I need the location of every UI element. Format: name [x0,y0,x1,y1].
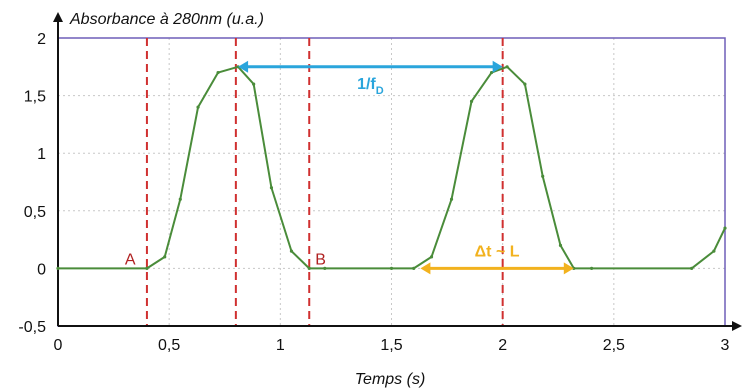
series-point [558,243,563,247]
series-point [523,82,527,86]
y-tick-label: 2 [37,31,46,48]
annotation-label: 1/fD [357,76,384,97]
x-tick-label: 2 [498,337,507,354]
x-tick-label: 3 [721,337,730,354]
y-tick-label: 0 [37,261,46,278]
series-point [429,255,434,259]
series-point [389,266,394,270]
series-point [323,266,327,270]
series-point [307,266,311,270]
series-point [489,70,494,75]
series-point [252,82,256,86]
x-tick-label: 0,5 [158,337,180,354]
x-tick-label: 2,5 [603,337,625,354]
series-point [145,266,149,270]
series-layer [56,65,727,270]
series-point [690,266,694,270]
tick-labels: 0 0,5 1 1,5 2 2,5 3 -0,5 0 0,5 1 1,5 2 [18,31,729,354]
series-point [449,197,454,201]
x-tick-label: 0 [54,337,63,354]
series-point [163,255,167,259]
annotation-label: Δt ~ L [475,243,520,260]
series-point [196,105,200,109]
y-tick-label: 0,5 [24,204,46,221]
series-point [412,266,416,270]
x-tick-label: 1 [276,337,285,354]
series-point [56,266,60,270]
y-tick-label: 1 [37,146,46,163]
series-point [216,70,220,75]
series-point [469,99,474,103]
series-point [541,174,545,178]
series-point [590,266,594,270]
series-point [269,186,274,190]
marker-label: B [315,251,326,268]
series-point [712,249,716,253]
annotation-arrowhead-left [238,60,249,73]
series-point [505,65,509,69]
series-point [723,226,727,230]
y-tick-label: 1,5 [24,89,46,106]
y-axis-title: Absorbance à 280nm (u.a.) [69,11,264,28]
grid [58,38,725,326]
reference-lines [145,38,504,326]
series-point [289,249,294,253]
annotation-arrowhead-right [563,262,574,275]
series-point [178,197,182,201]
annotation-arrowhead-right [492,60,503,73]
plot-frame [57,37,726,327]
annotations: A B 1/fD Δt ~ L [125,60,574,275]
x-tick-label: 1,5 [380,337,402,354]
marker-label: A [125,251,136,268]
annotation-arrowhead-left [420,262,431,275]
x-axis-title: Temps (s) [355,371,426,388]
y-tick-label: -0,5 [18,319,46,336]
